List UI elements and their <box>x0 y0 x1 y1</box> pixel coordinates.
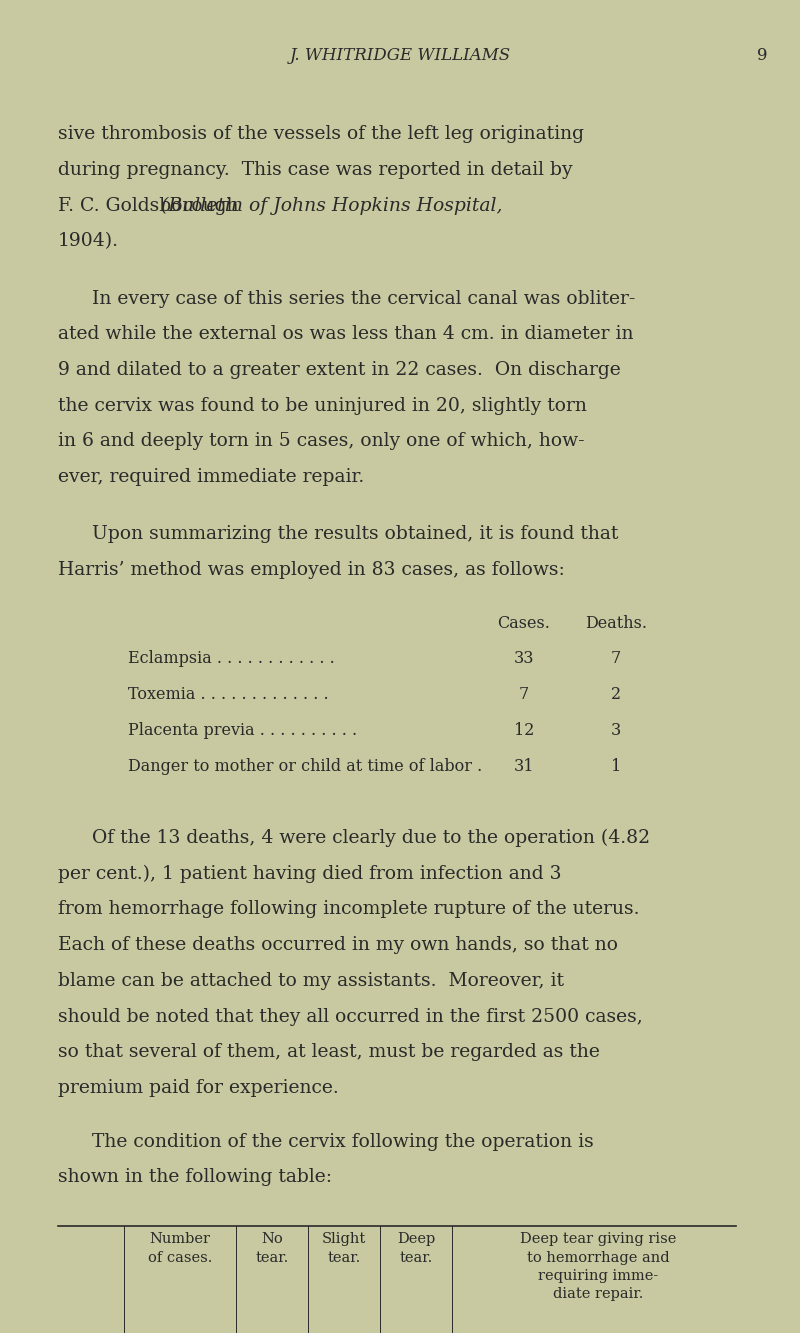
Text: Number
of cases.: Number of cases. <box>148 1232 212 1265</box>
Text: during pregnancy.  This case was reported in detail by: during pregnancy. This case was reported… <box>58 161 572 179</box>
Text: Upon summarizing the results obtained, it is found that: Upon summarizing the results obtained, i… <box>92 525 618 544</box>
Text: No
tear.: No tear. <box>255 1232 289 1265</box>
Text: Placenta previa . . . . . . . . . .: Placenta previa . . . . . . . . . . <box>128 722 357 738</box>
Text: sive thrombosis of the vessels of the left leg originating: sive thrombosis of the vessels of the le… <box>58 125 584 143</box>
Text: Danger to mother or child at time of labor .: Danger to mother or child at time of lab… <box>128 757 482 774</box>
Text: Of the 13 deaths, 4 were clearly due to the operation (4.82: Of the 13 deaths, 4 were clearly due to … <box>92 829 650 848</box>
Text: Deep
tear.: Deep tear. <box>397 1232 435 1265</box>
Text: Slight
tear.: Slight tear. <box>322 1232 366 1265</box>
Text: J. WHITRIDGE WILLIAMS: J. WHITRIDGE WILLIAMS <box>290 47 510 64</box>
Text: 3: 3 <box>611 722 621 738</box>
Text: 1: 1 <box>611 757 621 774</box>
Text: Harris’ method was employed in 83 cases, as follows:: Harris’ method was employed in 83 cases,… <box>58 561 564 579</box>
Text: Deaths.: Deaths. <box>585 615 647 632</box>
Text: The condition of the cervix following the operation is: The condition of the cervix following th… <box>92 1133 594 1150</box>
Text: shown in the following table:: shown in the following table: <box>58 1169 332 1186</box>
Text: ever, required immediate repair.: ever, required immediate repair. <box>58 468 364 487</box>
Text: ated while the external os was less than 4 cm. in diameter in: ated while the external os was less than… <box>58 325 633 344</box>
Text: Each of these deaths occurred in my own hands, so that no: Each of these deaths occurred in my own … <box>58 936 618 954</box>
Text: In every case of this series the cervical canal was obliter-: In every case of this series the cervica… <box>92 289 635 308</box>
Text: Deep tear giving rise
to hemorrhage and
requiring imme-
diate repair.: Deep tear giving rise to hemorrhage and … <box>520 1232 676 1301</box>
Text: F. C. Goldsborough: F. C. Goldsborough <box>58 197 244 215</box>
Text: premium paid for experience.: premium paid for experience. <box>58 1080 338 1097</box>
Text: so that several of them, at least, must be regarded as the: so that several of them, at least, must … <box>58 1044 599 1061</box>
Text: (Bulletin of Johns Hopkins Hospital,: (Bulletin of Johns Hopkins Hospital, <box>161 197 502 215</box>
Text: should be noted that they all occurred in the first 2500 cases,: should be noted that they all occurred i… <box>58 1008 642 1025</box>
Text: blame can be attached to my assistants.  Moreover, it: blame can be attached to my assistants. … <box>58 972 563 990</box>
Text: from hemorrhage following incomplete rupture of the uterus.: from hemorrhage following incomplete rup… <box>58 901 639 918</box>
Text: 31: 31 <box>514 757 534 774</box>
Text: the cervix was found to be uninjured in 20, slightly torn: the cervix was found to be uninjured in … <box>58 397 586 415</box>
Text: per cent.), 1 patient having died from infection and 3: per cent.), 1 patient having died from i… <box>58 865 561 882</box>
Text: 9: 9 <box>758 47 768 64</box>
Text: Toxemia . . . . . . . . . . . . .: Toxemia . . . . . . . . . . . . . <box>128 686 329 702</box>
Text: 12: 12 <box>514 722 534 738</box>
Text: 9 and dilated to a greater extent in 22 cases.  On discharge: 9 and dilated to a greater extent in 22 … <box>58 361 620 379</box>
Text: Eclampsia . . . . . . . . . . . .: Eclampsia . . . . . . . . . . . . <box>128 651 334 668</box>
Text: 7: 7 <box>519 686 529 702</box>
Text: in 6 and deeply torn in 5 cases, only one of which, how-: in 6 and deeply torn in 5 cases, only on… <box>58 432 584 451</box>
Text: Cases.: Cases. <box>498 615 550 632</box>
Text: 2: 2 <box>611 686 621 702</box>
Text: 7: 7 <box>611 651 621 668</box>
Text: 33: 33 <box>514 651 534 668</box>
Text: 1904).: 1904). <box>58 232 118 251</box>
